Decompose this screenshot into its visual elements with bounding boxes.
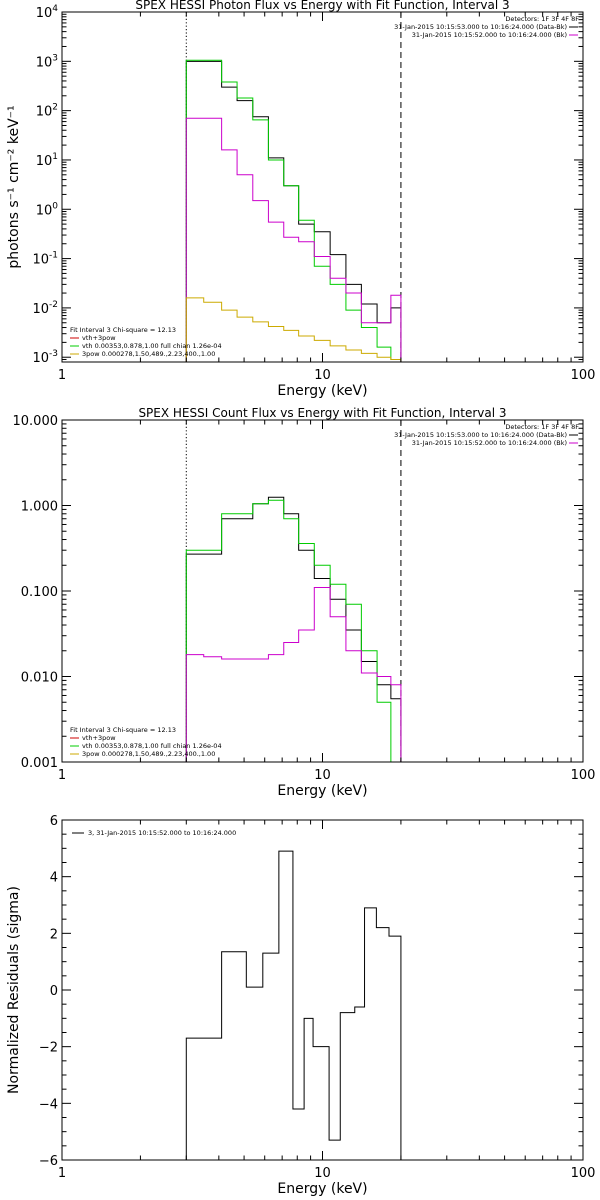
series-1-line bbox=[185, 496, 402, 762]
legend-entry-2: 31-Jan-2015 10:15:52.000 to 10:16:24.000… bbox=[412, 31, 567, 39]
x-tick-label: 100 bbox=[571, 1166, 596, 1181]
y-tick-label: 103 bbox=[36, 53, 58, 70]
series-group bbox=[185, 59, 402, 362]
x-tick-label: 100 bbox=[571, 368, 596, 383]
y-tick-label: 10-3 bbox=[32, 349, 58, 366]
fit-legend-entry-1: vth+3pow bbox=[82, 734, 116, 742]
x-axis-label: Energy (keV) bbox=[277, 783, 367, 799]
series-3-line bbox=[185, 586, 402, 762]
plot-frame bbox=[61, 419, 584, 763]
detectors-label: Detectors: 1F 3F 4F 8F bbox=[505, 15, 579, 23]
detectors-label: Detectors: 1F 3F 4F 8F bbox=[505, 423, 579, 431]
series-2-line bbox=[185, 499, 392, 762]
y-tick-label: 4 bbox=[50, 871, 58, 886]
series-group bbox=[185, 496, 402, 762]
chart-2: SPEX HESSI Count Flux vs Energy with Fit… bbox=[13, 406, 596, 799]
fit-legend-entry-3: 3pow 0.000278,1.50,489.,2.23,400.,1.00 bbox=[82, 750, 215, 758]
fit-legend-entry-3: 3pow 0.000278,1.50,489.,2.23,400.,1.00 bbox=[82, 350, 215, 358]
x-axis-label: Energy (keV) bbox=[277, 1181, 367, 1197]
x-tick-label: 10 bbox=[314, 368, 331, 383]
fit-legend-title: Fit Interval 3 Chi-square = 12.13 bbox=[70, 326, 176, 334]
y-tick-label: 102 bbox=[36, 103, 58, 120]
x-axis-label: Energy (keV) bbox=[277, 383, 367, 399]
series-group bbox=[185, 850, 402, 1160]
legend-entry-1: 31-Jan-2015 10:15:53.000 to 10:16:24.000… bbox=[394, 431, 567, 439]
legend-entry-1: 31-Jan-2015 10:15:53.000 to 10:16:24.000… bbox=[394, 23, 567, 31]
fit-legend-entry-2: vth 0.00353,0.878,1.00 full chian 1.26e-… bbox=[82, 742, 222, 750]
y-tick-label: 6 bbox=[50, 814, 58, 829]
plot-frame bbox=[61, 11, 584, 363]
fit-legend-title: Fit Interval 3 Chi-square = 12.13 bbox=[70, 726, 176, 734]
series-3-line bbox=[185, 117, 402, 362]
x-tick-label: 10 bbox=[314, 1166, 331, 1181]
fit-legend-entry-1: vth+3pow bbox=[82, 334, 116, 342]
x-tick-label: 100 bbox=[571, 768, 596, 783]
y-tick-label: 10-1 bbox=[32, 251, 58, 268]
legend-entry-2: 31-Jan-2015 10:15:52.000 to 10:16:24.000… bbox=[412, 439, 567, 447]
y-tick-label: 10-2 bbox=[32, 300, 58, 317]
chart-1: SPEX HESSI Photon Flux vs Energy with Fi… bbox=[6, 0, 595, 399]
y-tick-label: 0.100 bbox=[21, 585, 58, 600]
y-tick-label: −6 bbox=[39, 1154, 58, 1169]
y-axis-label: photons s⁻¹ cm⁻² keV⁻¹ bbox=[6, 105, 22, 268]
chart-title: SPEX HESSI Count Flux vs Energy with Fit… bbox=[138, 406, 506, 420]
y-tick-label: 1.000 bbox=[21, 500, 58, 515]
chart-3: 1 10 100 −6 −4 −2 0 2 4 6 Energy (keV) Normalized R… bbox=[6, 814, 595, 1197]
x-tick-label: 1 bbox=[58, 368, 66, 383]
y-tick-label: 0 bbox=[50, 984, 58, 999]
series-1-line bbox=[185, 60, 402, 362]
y-tick-label: 2 bbox=[50, 927, 58, 942]
y-tick-label: −4 bbox=[39, 1097, 58, 1112]
fit-legend-entry-2: vth 0.00353,0.878,1.00 full chian 1.26e-… bbox=[82, 342, 222, 350]
x-tick-label: 1 bbox=[58, 1166, 66, 1181]
series-4-line bbox=[185, 297, 402, 362]
y-tick-label: −2 bbox=[39, 1041, 58, 1056]
y-axis-label: Normalized Residuals (sigma) bbox=[6, 886, 22, 1094]
x-tick-label: 1 bbox=[58, 768, 66, 783]
chart-title: SPEX HESSI Photon Flux vs Energy with Fi… bbox=[135, 0, 509, 12]
residual-legend-entry: 3, 31-Jan-2015 10:15:52.000 to 10:16:24.… bbox=[88, 829, 236, 837]
y-tick-label: 0.001 bbox=[21, 756, 58, 771]
y-tick-label: 104 bbox=[36, 4, 59, 21]
plot-frame bbox=[61, 819, 584, 1161]
y-tick-label: 100 bbox=[36, 201, 59, 218]
y-tick-label: 0.010 bbox=[21, 671, 58, 686]
series-1-line bbox=[185, 850, 402, 1160]
series-2-line bbox=[185, 59, 402, 362]
y-tick-label: 101 bbox=[36, 152, 58, 169]
y-tick-label: 10.000 bbox=[13, 414, 59, 429]
x-tick-label: 10 bbox=[314, 768, 331, 783]
